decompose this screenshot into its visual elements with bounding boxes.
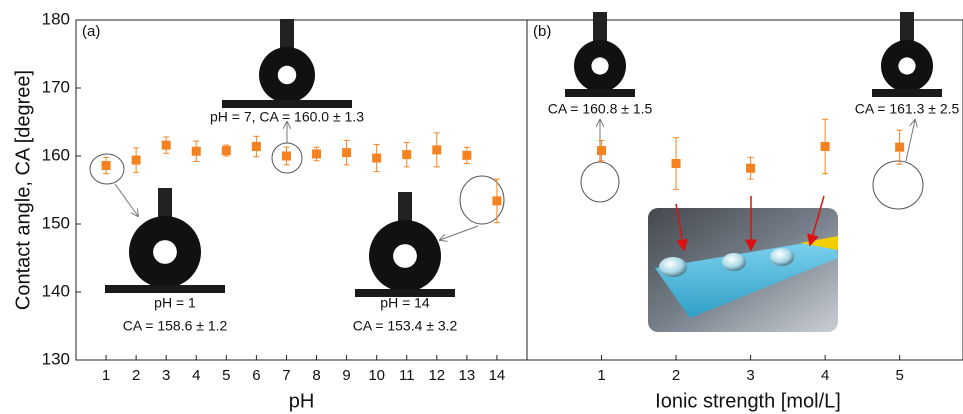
x-tick-label: 7 [282, 367, 290, 384]
substrate [105, 285, 225, 293]
x-tick-label: 3 [746, 367, 754, 384]
data-point [101, 161, 111, 171]
substrate [355, 289, 455, 297]
needle [398, 192, 412, 224]
needle [158, 188, 172, 220]
x-tick-label: 9 [342, 367, 350, 384]
y-tick-label: 160 [42, 145, 70, 164]
data-point [372, 153, 382, 163]
data-point [432, 145, 442, 155]
data-point [221, 146, 231, 156]
x-tick-label: 2 [132, 367, 140, 384]
droplet-highlight [277, 65, 297, 85]
data-point [342, 148, 352, 158]
x-tick-label: 5 [895, 367, 903, 384]
substrate [222, 100, 352, 108]
arrow [807, 195, 825, 247]
substrate [872, 89, 942, 97]
highlight-circle [89, 153, 125, 185]
panel-label: (b) [533, 23, 551, 40]
data-point [131, 155, 141, 165]
data-point [312, 149, 322, 159]
y-tick-label: 180 [42, 9, 70, 28]
annotation: CA = 160.8 ± 1.5 [548, 101, 653, 117]
x-tick-label: 2 [672, 367, 680, 384]
data-point [895, 142, 905, 152]
highlight-circle [872, 160, 924, 210]
annotation: CA = 161.3 ± 2.5 [855, 101, 960, 117]
annotation: pH = 1 [154, 295, 196, 311]
y-tick-label: 140 [42, 281, 70, 300]
y-tick-label: 170 [42, 77, 70, 96]
data-point [251, 141, 261, 151]
droplet-highlight [591, 57, 609, 75]
data-point [597, 146, 607, 156]
annotation: CA = 158.6 ± 1.2 [123, 318, 228, 334]
x-tick-label: 3 [162, 367, 170, 384]
panel-label: (a) [82, 23, 100, 40]
x-tick-label: 10 [368, 367, 385, 384]
data-point [281, 151, 291, 161]
y-tick-label: 130 [42, 349, 70, 368]
x-tick-label: 12 [428, 367, 445, 384]
x-tick-label: 11 [399, 367, 415, 384]
x-tick-label: 1 [597, 367, 605, 384]
data-point [462, 150, 472, 160]
annotation-arrow [905, 120, 915, 162]
highlight-circle [459, 175, 505, 225]
droplet-highlight [898, 57, 916, 75]
data-point [820, 141, 830, 151]
needle [280, 19, 294, 51]
arrow [675, 203, 689, 252]
needle [593, 12, 607, 44]
highlight-circle [580, 161, 620, 203]
data-point [191, 146, 201, 156]
data-point [492, 196, 502, 206]
x-tick-label: 4 [192, 367, 200, 384]
annotation: pH = 14 [380, 295, 430, 311]
data-point [746, 163, 756, 173]
droplet-highlight [393, 244, 417, 268]
substrate [565, 89, 635, 97]
annotation: pH = 7, CA = 160.0 ± 1.3 [210, 109, 364, 125]
x-tick-label: 4 [821, 367, 829, 384]
x-tick-label: 13 [459, 367, 476, 384]
x-tick-label: 1 [102, 367, 110, 384]
y-tick-label: 150 [42, 213, 70, 232]
annotation: CA = 153.4 ± 3.2 [353, 318, 458, 334]
photo-inset [648, 208, 838, 332]
needle [900, 12, 914, 44]
x-tick-label: 8 [312, 367, 320, 384]
x-axis-label: Ionic strength [mol/L] [655, 390, 841, 412]
data-point [402, 150, 412, 160]
plot-frame [526, 19, 963, 361]
y-axis-label: Contact angle, CA [degree] [12, 70, 34, 310]
annotation-arrow [440, 225, 479, 240]
x-axis-label: pH [289, 390, 315, 412]
annotation-arrow [114, 183, 138, 216]
data-point [671, 158, 681, 168]
data-point [161, 140, 171, 150]
x-tick-label: 5 [222, 367, 230, 384]
x-tick-label: 14 [489, 367, 506, 384]
droplet-highlight [153, 240, 177, 264]
x-tick-label: 6 [252, 367, 260, 384]
